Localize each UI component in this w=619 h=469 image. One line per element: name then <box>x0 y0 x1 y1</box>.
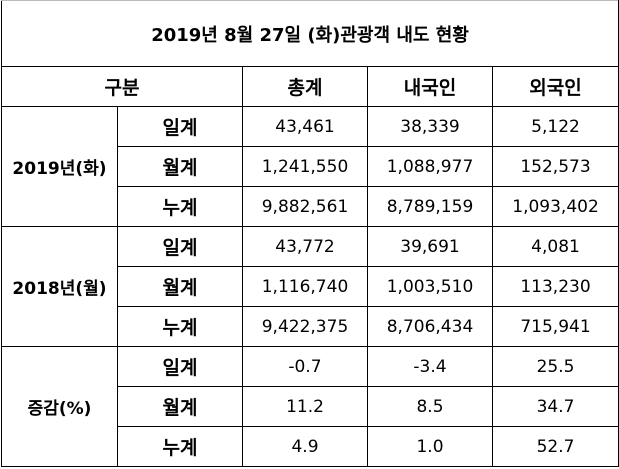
table-row: 2018년(월) 일계 43,772 39,691 4,081 <box>1 226 619 347</box>
table-row: 누계 4.9 1.0 52.7 <box>2 426 619 467</box>
cell-total: 1,241,550 <box>242 146 368 187</box>
cell-foreign: 1,093,402 <box>491 186 619 227</box>
cell-total: 9,422,375 <box>242 306 368 347</box>
header-row: 구분 총계 내국인 외국인 <box>1 66 619 107</box>
row-label: 일계 <box>117 346 243 387</box>
cell-domestic: 39,691 <box>367 226 493 267</box>
row-label: 일계 <box>117 226 243 267</box>
cell-total: 43,772 <box>242 226 368 267</box>
table-row: 월계 1,241,550 1,088,977 152,573 <box>2 146 619 187</box>
cell-domestic: 1,088,977 <box>367 146 493 187</box>
cell-foreign: 113,230 <box>491 266 619 307</box>
row-label: 월계 <box>117 146 243 187</box>
cell-total: 43,461 <box>242 106 368 147</box>
row-label: 일계 <box>117 106 243 147</box>
cell-total: -0.7 <box>242 346 368 387</box>
table-row: 2019년(화) 일계 43,461 38,339 5,122 <box>1 106 619 227</box>
group-label: 2018년(월) <box>1 226 118 347</box>
title-row: 2019년 8월 27일 (화)관광객 내도 현황 <box>0 0 619 67</box>
cell-total: 4.9 <box>242 426 368 467</box>
row-label: 월계 <box>117 266 243 307</box>
row-label: 월계 <box>117 386 243 427</box>
cell-domestic: 8,789,159 <box>367 186 493 227</box>
table-row: 누계 9,422,375 8,706,434 715,941 <box>2 306 619 347</box>
row-label: 누계 <box>117 186 243 227</box>
table-title: 2019년 8월 27일 (화)관광객 내도 현황 <box>0 0 619 67</box>
cell-total: 9,882,561 <box>242 186 368 227</box>
table-row: 증감(%) 일계 -0.7 -3.4 25.5 <box>1 346 619 467</box>
cell-domestic: 8,706,434 <box>367 306 493 347</box>
cell-foreign: 5,122 <box>491 106 619 147</box>
row-label: 누계 <box>117 306 243 347</box>
cell-total: 1,116,740 <box>242 266 368 307</box>
table-row: 누계 9,882,561 8,789,159 1,093,402 <box>2 186 619 227</box>
header-category: 구분 <box>1 66 243 107</box>
cell-foreign: 4,081 <box>491 226 619 267</box>
group-label: 증감(%) <box>1 346 118 467</box>
cell-domestic: 8.5 <box>367 386 493 427</box>
cell-domestic: 38,339 <box>367 106 493 147</box>
group-label: 2019년(화) <box>1 106 118 227</box>
cell-domestic: 1.0 <box>367 426 493 467</box>
cell-foreign: 52.7 <box>491 426 619 467</box>
cell-foreign: 34.7 <box>491 386 619 427</box>
cell-foreign: 25.5 <box>491 346 619 387</box>
header-foreign: 외국인 <box>491 66 619 107</box>
header-total: 총계 <box>242 66 368 107</box>
cell-domestic: 1,003,510 <box>367 266 493 307</box>
table-row: 월계 11.2 8.5 34.7 <box>2 386 619 427</box>
header-domestic: 내국인 <box>367 66 493 107</box>
table-row: 월계 1,116,740 1,003,510 113,230 <box>2 266 619 307</box>
cell-total: 11.2 <box>242 386 368 427</box>
cell-foreign: 152,573 <box>491 146 619 187</box>
row-label: 누계 <box>117 426 243 467</box>
cell-foreign: 715,941 <box>491 306 619 347</box>
cell-domestic: -3.4 <box>367 346 493 387</box>
